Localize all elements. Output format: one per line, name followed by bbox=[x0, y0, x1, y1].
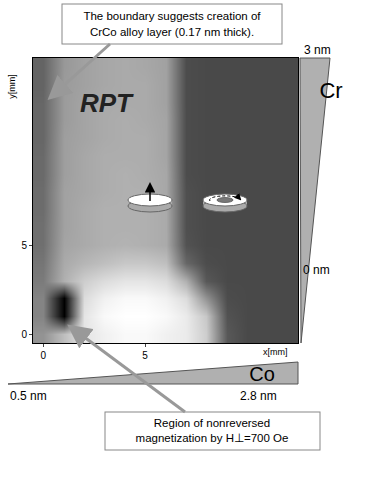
svg-text:5: 5 bbox=[21, 240, 27, 251]
svg-text:x[mm]: x[mm] bbox=[263, 347, 288, 357]
svg-text:The boundary suggests creation: The boundary suggests creation of bbox=[83, 10, 261, 22]
svg-text:3 nm: 3 nm bbox=[304, 43, 331, 57]
svg-text:2.8 nm: 2.8 nm bbox=[240, 389, 277, 403]
svg-text:0: 0 bbox=[21, 329, 27, 340]
svg-text:RPT: RPT bbox=[80, 88, 134, 118]
svg-text:0.5 nm: 0.5 nm bbox=[10, 389, 47, 403]
svg-text:y[mm]: y[mm] bbox=[7, 74, 17, 99]
svg-text:0 nm: 0 nm bbox=[303, 263, 330, 277]
svg-text:5: 5 bbox=[142, 350, 148, 361]
svg-text:Region of nonreversed: Region of nonreversed bbox=[154, 417, 270, 429]
svg-text:CrCo alloy layer (0.17 nm thic: CrCo alloy layer (0.17 nm thick). bbox=[90, 26, 254, 38]
svg-text:Cr: Cr bbox=[319, 78, 342, 103]
svg-text:Co: Co bbox=[249, 363, 275, 385]
svg-text:magnetization by H⊥=700 Oe: magnetization by H⊥=700 Oe bbox=[136, 432, 289, 444]
svg-text:0: 0 bbox=[40, 350, 46, 361]
